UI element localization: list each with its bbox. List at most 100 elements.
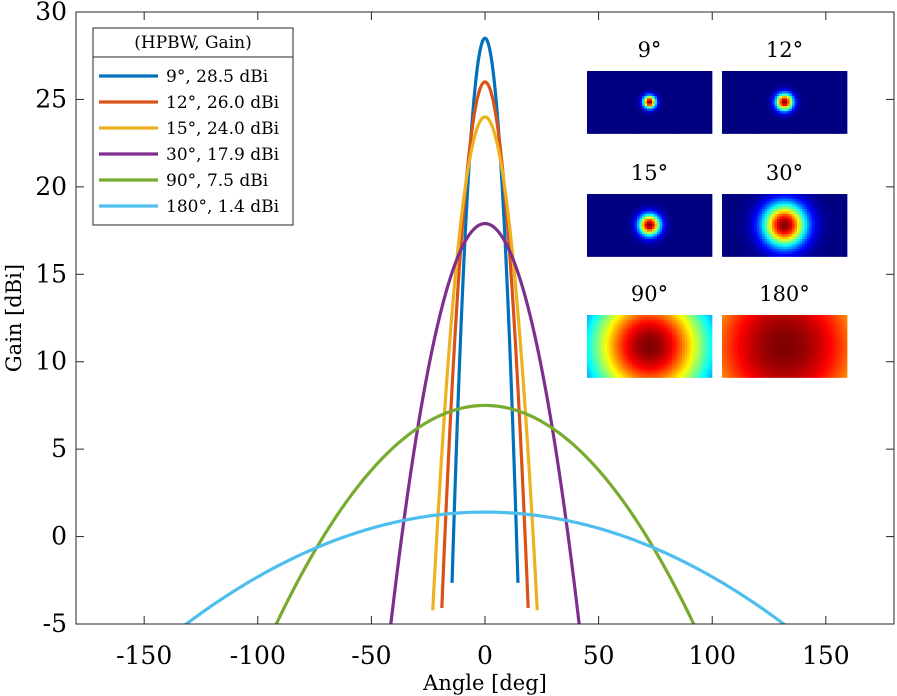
- heatmap-cell: [734, 93, 738, 97]
- heatmap-cell: [787, 73, 790, 77]
- heatmap-cell: [762, 231, 765, 235]
- heatmap-cell: [674, 128, 678, 132]
- heatmap-cell: [692, 231, 695, 235]
- heatmap-cell: [814, 236, 818, 240]
- heatmap-cell: [832, 101, 835, 104]
- heatmap-cell: [709, 116, 713, 119]
- series-line-12deg: [440, 80, 530, 609]
- heatmap-cell: [624, 76, 628, 79]
- heatmap-cell: [639, 126, 643, 129]
- heatmap-cell: [664, 126, 668, 129]
- heatmap-cell: [727, 103, 730, 107]
- heatmap-cell: [817, 231, 820, 235]
- heatmap-cell: [754, 249, 758, 252]
- heatmap-cell: [589, 231, 593, 235]
- heatmap-cell: [739, 196, 743, 200]
- heatmap-cell: [654, 83, 658, 87]
- heatmap-cell: [747, 111, 750, 114]
- heatmap-cell: [767, 246, 770, 250]
- heatmap-cell: [772, 81, 775, 84]
- heatmap-cell: [789, 244, 793, 247]
- heatmap-cell: [832, 224, 835, 227]
- heatmap-cell: [839, 123, 843, 127]
- heatmap-cell: [729, 86, 733, 89]
- heatmap-cell: [657, 86, 660, 89]
- heatmap-cell: [644, 78, 648, 82]
- heatmap-cell: [684, 81, 688, 84]
- heatmap-cell: [689, 91, 693, 94]
- heatmap-cell: [779, 236, 783, 240]
- heatmap-cell: [757, 128, 760, 132]
- heatmap-cell: [817, 88, 820, 92]
- heatmap-cell: [809, 246, 813, 250]
- heatmap-cell: [669, 128, 673, 132]
- heatmap-cell: [794, 106, 798, 109]
- heatmap-cell: [589, 96, 593, 99]
- heatmap-cell: [767, 126, 770, 129]
- heatmap-cell: [809, 111, 813, 114]
- heatmap-cell: [779, 108, 783, 112]
- heatmap-cell: [797, 244, 800, 247]
- heatmap-cell: [732, 209, 735, 212]
- heatmap-cell: [614, 73, 618, 77]
- heatmap-cell: [652, 241, 655, 245]
- heatmap-cell: [692, 226, 695, 230]
- heatmap-cell: [647, 239, 650, 242]
- heatmap-cell: [644, 98, 648, 102]
- heatmap-cell: [622, 231, 625, 235]
- heatmap-cell: [677, 108, 680, 112]
- heatmap-cell: [739, 249, 743, 252]
- heatmap-cell: [804, 209, 808, 212]
- heatmap-cell: [777, 224, 780, 227]
- heatmap-cell: [749, 71, 753, 74]
- heatmap-cell: [737, 103, 740, 107]
- heatmap-cell: [642, 249, 645, 252]
- heatmap-cell: [722, 221, 725, 225]
- heatmap-cell: [664, 241, 668, 245]
- heatmap-cell: [827, 128, 830, 132]
- heatmap-cell: [594, 83, 598, 87]
- heatmap-cell: [654, 246, 658, 250]
- heatmap-cell: [787, 201, 790, 205]
- heatmap-cell: [814, 71, 818, 74]
- heatmap-cell: [604, 76, 608, 79]
- heatmap-cell: [689, 226, 693, 230]
- heatmap-cell: [774, 93, 778, 97]
- heatmap-cell: [752, 81, 755, 84]
- heatmap-cell: [799, 118, 803, 122]
- x-tick-label: -100: [230, 641, 286, 670]
- heatmap-cell: [649, 209, 653, 212]
- heatmap-cell: [689, 93, 693, 97]
- heatmap-cell: [619, 201, 623, 205]
- heatmap-cell: [752, 204, 755, 207]
- heatmap-cell: [662, 91, 665, 94]
- heatmap-cell: [732, 103, 735, 107]
- heatmap-cell: [774, 81, 778, 84]
- heatmap-cell: [674, 78, 678, 82]
- heatmap-cell: [632, 91, 635, 94]
- heatmap-cell: [752, 116, 755, 119]
- heatmap-cell: [637, 118, 640, 122]
- heatmap-cell: [637, 98, 640, 102]
- heatmap-cell: [677, 204, 680, 207]
- heatmap-cell: [769, 246, 773, 250]
- heatmap-cell: [797, 209, 800, 212]
- heatmap-cell: [642, 71, 645, 74]
- heatmap-cell: [822, 226, 825, 230]
- heatmap-cell: [729, 234, 733, 237]
- heatmap-cell: [682, 194, 685, 197]
- heatmap-cell: [807, 101, 810, 104]
- heatmap-cell: [774, 126, 778, 129]
- heatmap-cell: [817, 78, 820, 82]
- heatmap-cell: [789, 126, 793, 129]
- heatmap-cell: [709, 239, 713, 242]
- heatmap-cell: [627, 106, 630, 109]
- heatmap-cell: [707, 121, 710, 124]
- heatmap-cell: [824, 128, 828, 132]
- heatmap-cell: [727, 98, 730, 102]
- heatmap-cell: [692, 76, 695, 79]
- heatmap-cell: [734, 214, 738, 217]
- heatmap-cell: [642, 196, 645, 200]
- heatmap-cell: [767, 226, 770, 230]
- heatmap-cell: [589, 194, 593, 197]
